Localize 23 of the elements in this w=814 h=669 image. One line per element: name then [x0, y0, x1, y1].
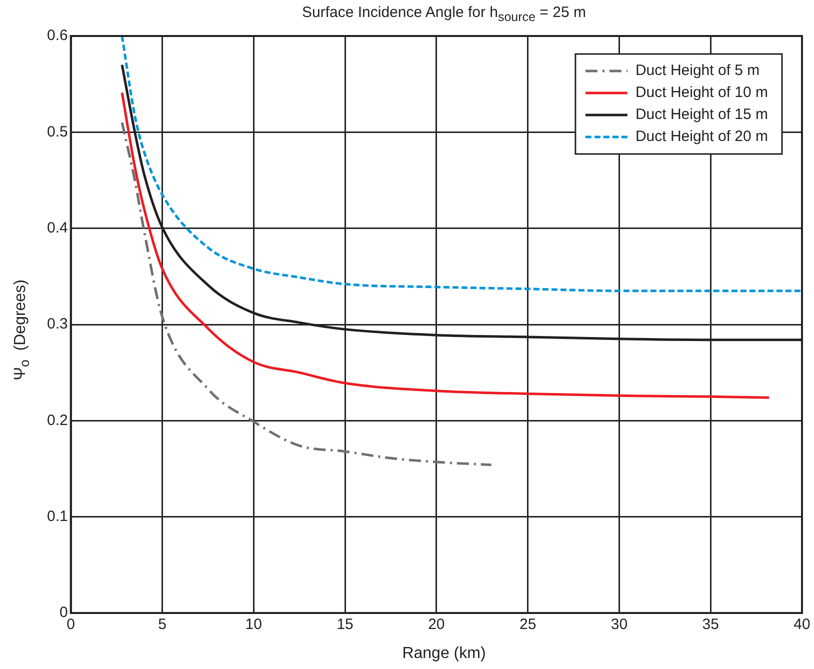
x-tick-label: 25 — [519, 616, 536, 634]
x-tick-label: 15 — [336, 616, 354, 634]
y-tick-label: 0.1 — [46, 508, 68, 525]
legend-label: Duct Height of 10 m — [635, 84, 768, 102]
x-tick-label: 40 — [794, 616, 810, 634]
x-tick-label: 35 — [702, 616, 719, 634]
y-tick-label: 0.2 — [46, 412, 68, 429]
y-tick-label: 0.6 — [46, 27, 68, 44]
y-tick-label: 0.4 — [46, 219, 68, 236]
legend-label: Duct Height of 5 m — [635, 62, 760, 80]
line-series — [120, 121, 493, 466]
legend-label: Duct Height of 20 m — [635, 128, 768, 146]
x-tick-label: 20 — [428, 616, 445, 634]
y-tick-label: 0 — [60, 604, 68, 622]
chart-title: Surface Incidence Angle for h$_{source}$ = 25 m — [301, 4, 587, 24]
x-tick-label: 5 — [158, 616, 166, 634]
y-tick-label: 0.5 — [46, 123, 68, 140]
x-tick-label: 30 — [610, 616, 628, 634]
line-series — [120, 36, 802, 292]
legend-label: Duct Height of 15 m — [635, 106, 768, 124]
x-tick-label: 10 — [245, 616, 262, 634]
x-axis-title: Range (km) — [401, 645, 487, 663]
y-tick-label: 0.3 — [46, 316, 68, 333]
